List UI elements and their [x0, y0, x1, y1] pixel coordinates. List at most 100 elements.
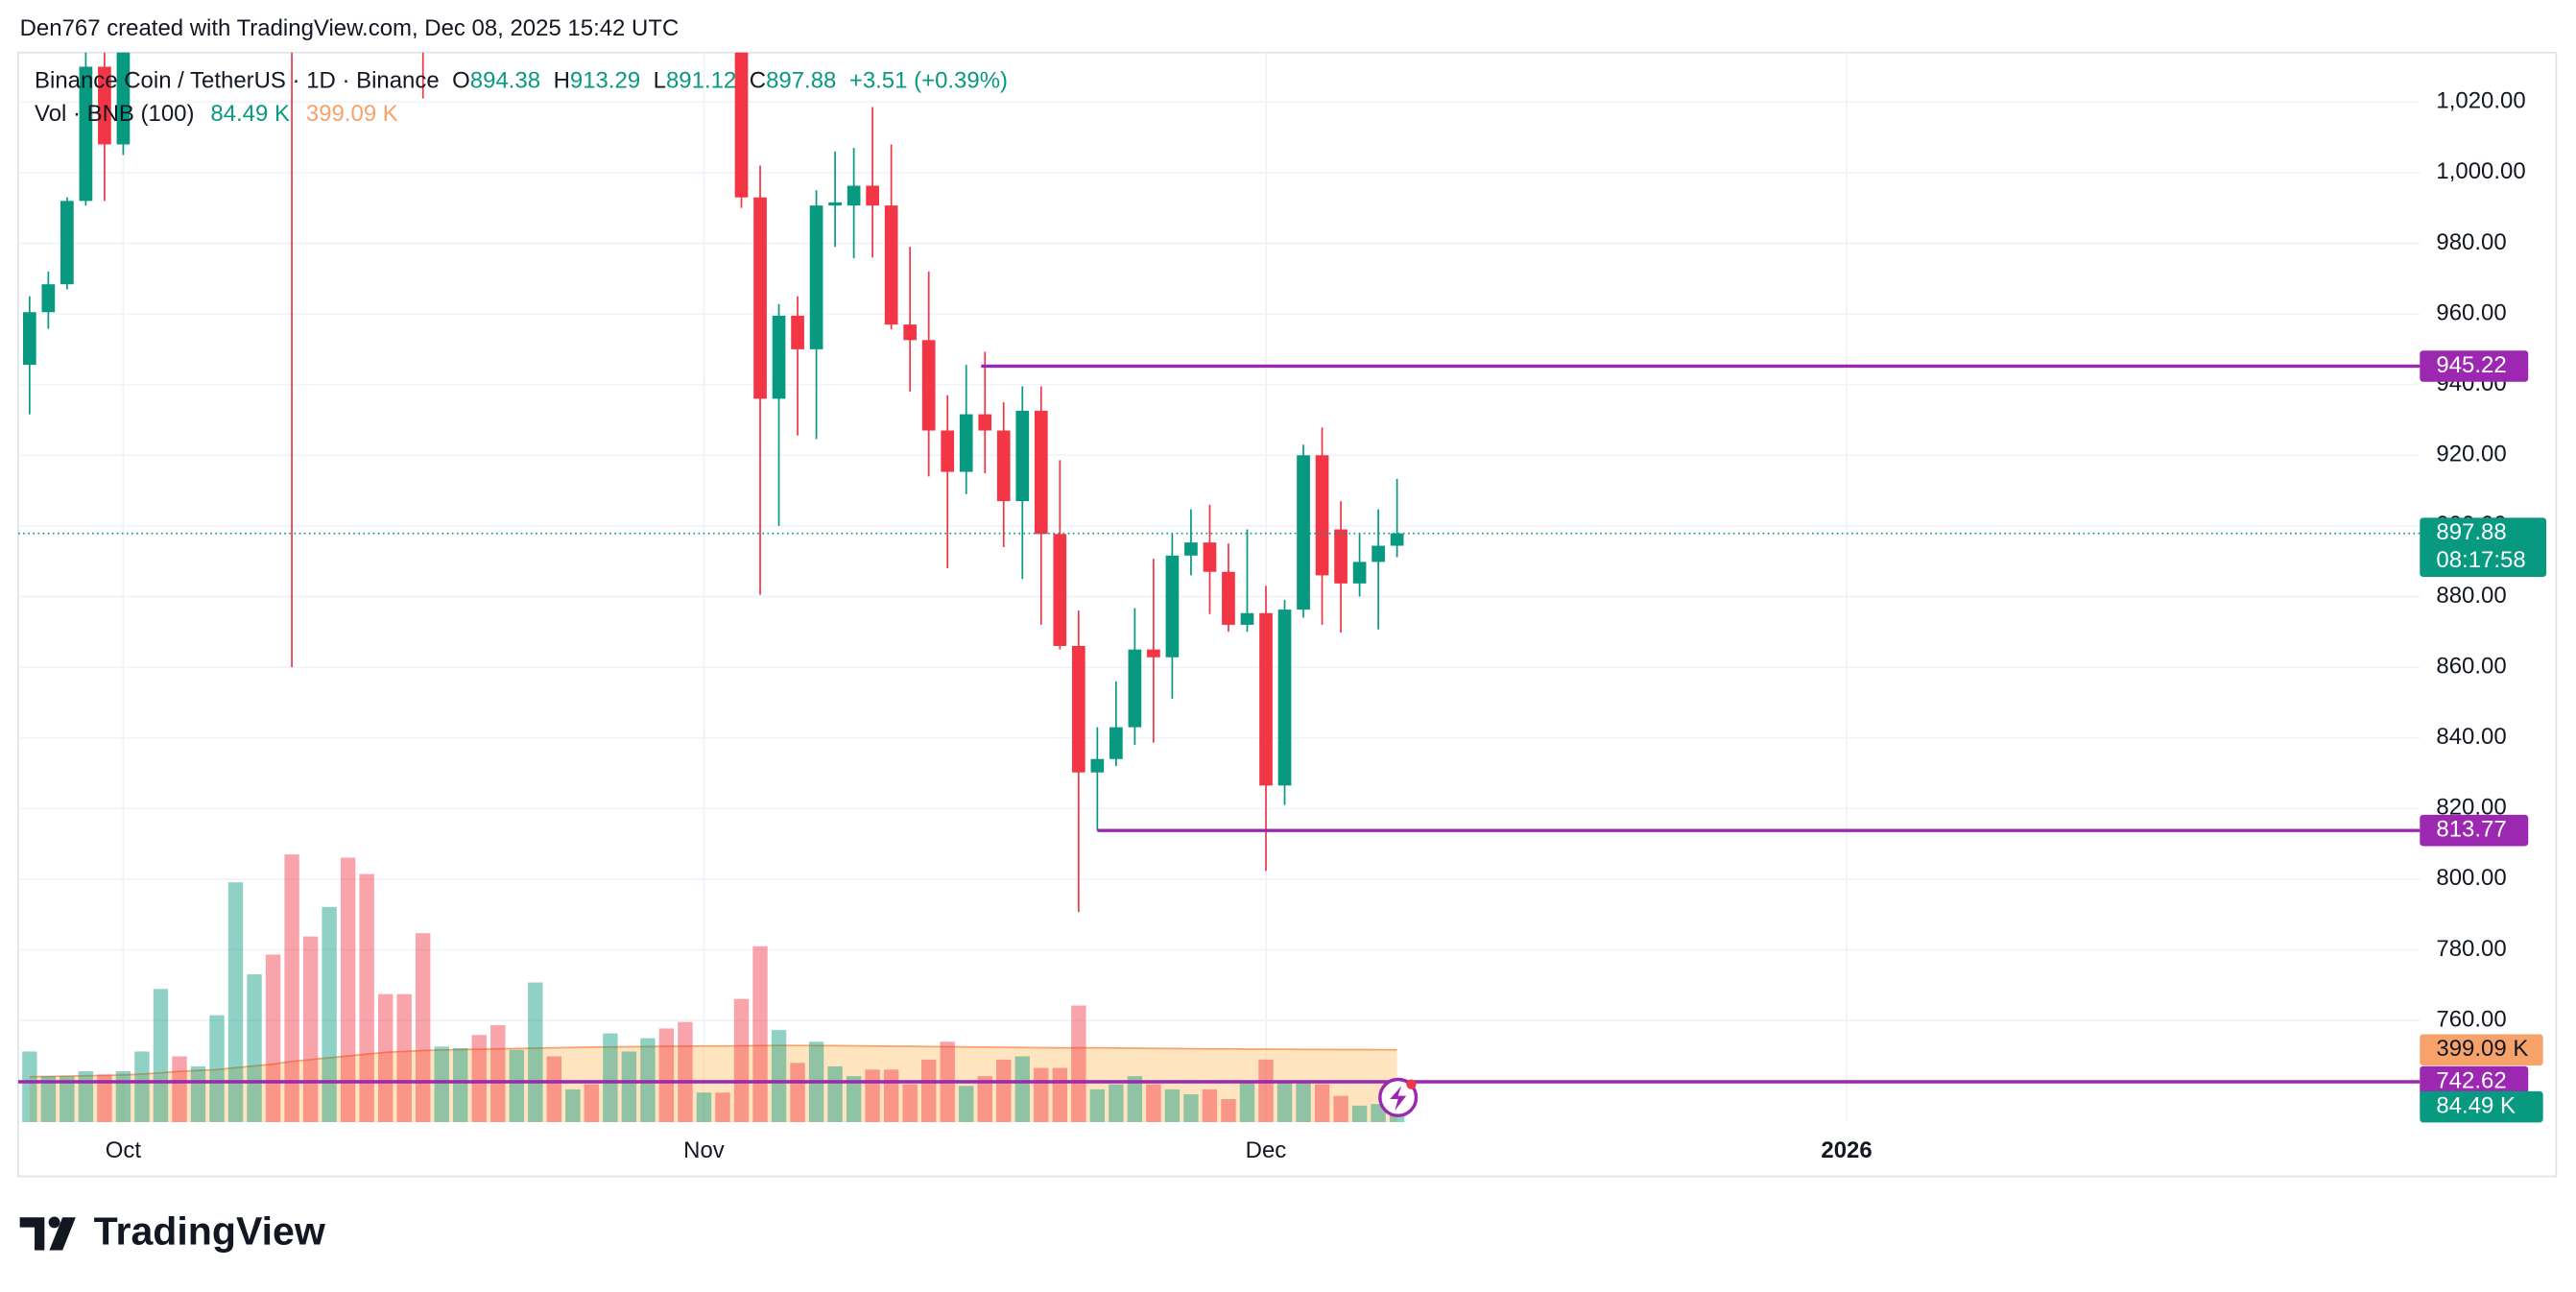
volume-bar — [22, 1051, 37, 1123]
volume-marker-label: 399.09 K — [2436, 1036, 2528, 1062]
level-label: 945.22 — [2436, 352, 2506, 378]
y-tick-label: 960.00 — [2436, 299, 2506, 325]
volume-bar — [115, 1070, 131, 1123]
level-marker — [2420, 1065, 2529, 1098]
ohlc-key: O — [452, 68, 470, 94]
symbol: Binance Coin / TetherUS · 1D · Binance — [35, 68, 440, 94]
volume-bar — [902, 1084, 918, 1123]
last-price-marker — [2420, 517, 2547, 578]
volume-bar — [1014, 1056, 1030, 1123]
volume-bar — [771, 1030, 787, 1123]
y-tick-label: 880.00 — [2436, 583, 2506, 609]
volume-bar — [1333, 1095, 1348, 1123]
ohlc-value: 913.29 — [570, 68, 640, 94]
volume-bar — [172, 1056, 187, 1123]
volume-marker — [2420, 1090, 2543, 1123]
candle-body — [79, 66, 93, 202]
volume-marker — [2420, 1034, 2543, 1065]
candle-body — [1259, 612, 1273, 786]
volume-bar — [396, 993, 412, 1123]
candle-body — [1240, 612, 1254, 625]
candle-body — [753, 197, 767, 399]
volume-bar — [302, 936, 319, 1123]
x-tick-label: Dec — [1246, 1137, 1287, 1163]
volume-bar — [621, 1051, 637, 1123]
lightning-icon — [1378, 1077, 1419, 1117]
candle-body — [1390, 533, 1404, 546]
volume-bar — [209, 1015, 225, 1123]
volume-bar — [227, 882, 244, 1123]
volume-bar — [752, 945, 768, 1123]
volume-bar — [265, 954, 281, 1123]
volume-bar — [471, 1035, 487, 1123]
volume-bar — [190, 1065, 206, 1123]
y-tick-label: 800.00 — [2436, 865, 2506, 891]
volume-bar — [1239, 1082, 1255, 1123]
volume-bar — [1296, 1082, 1311, 1123]
candle-body — [1109, 727, 1123, 759]
volume-marker-label: 84.49 K — [2436, 1092, 2516, 1118]
candle-body — [1034, 410, 1048, 535]
candle-body — [772, 315, 786, 399]
level-marker — [2420, 350, 2529, 382]
volume-bar — [715, 1092, 730, 1123]
candle-body — [1090, 758, 1105, 773]
volume-bar — [78, 1070, 94, 1123]
volume-bar — [546, 1056, 562, 1123]
volume-ma-area — [29, 1045, 1397, 1123]
volume-bar — [678, 1021, 693, 1123]
candle-body — [903, 324, 918, 341]
volume-bar — [416, 933, 431, 1123]
volume-bar — [340, 857, 356, 1123]
candle-body — [41, 284, 56, 313]
candle-body — [921, 340, 936, 431]
volume-bar — [528, 982, 543, 1123]
volume-bar — [1071, 1005, 1086, 1123]
countdown: 08:17:58 — [2436, 547, 2525, 573]
candle-body — [791, 315, 804, 349]
candle-body — [1222, 571, 1235, 625]
volume-bar — [827, 1065, 843, 1123]
volume-pane — [22, 854, 1405, 1123]
volume-ma-value: 399.09 K — [306, 101, 398, 127]
volume-bar — [134, 1051, 150, 1123]
ohlc-value: 897.88 — [766, 68, 836, 94]
y-tick-label: 780.00 — [2436, 936, 2506, 962]
price-pane — [22, 52, 1404, 913]
candle-body — [978, 414, 992, 431]
candle-body — [1147, 649, 1160, 658]
x-tick-label: Oct — [106, 1137, 142, 1163]
volume-bar — [1127, 1076, 1143, 1123]
volume-bar — [97, 1074, 112, 1123]
candle-body — [1184, 542, 1198, 556]
grid — [17, 52, 2421, 1123]
volume-value: 84.49 K — [210, 101, 290, 127]
level-marker — [2420, 814, 2529, 847]
volume-bar — [40, 1076, 57, 1123]
volume-bar — [1089, 1089, 1106, 1123]
volume-bar — [1314, 1084, 1330, 1123]
candle-body — [734, 52, 749, 198]
volume-bar — [247, 974, 262, 1123]
candle-body — [1371, 545, 1385, 562]
candle-body — [884, 205, 898, 325]
volume-bar — [153, 989, 169, 1123]
level-label: 813.77 — [2436, 817, 2506, 843]
candle-body — [941, 430, 955, 472]
candle-body — [1128, 649, 1142, 728]
volume-bar — [865, 1069, 880, 1123]
candle-body — [1015, 410, 1030, 502]
logo — [19, 1216, 76, 1251]
volume-bar — [565, 1089, 581, 1123]
attribution: Den767 created with TradingView.com, Dec… — [20, 15, 680, 41]
candle-body — [847, 185, 861, 206]
volume-bar — [453, 1048, 468, 1123]
y-tick-label: 860.00 — [2436, 653, 2506, 679]
volume-bar — [959, 1086, 974, 1123]
volume-name: Vol · BNB (100) — [35, 101, 194, 127]
y-tick-label: 760.00 — [2436, 1006, 2506, 1032]
candle-body — [1071, 645, 1085, 773]
candle-body — [1315, 455, 1329, 576]
candle-body — [866, 185, 879, 206]
volume-bar — [1034, 1067, 1049, 1123]
